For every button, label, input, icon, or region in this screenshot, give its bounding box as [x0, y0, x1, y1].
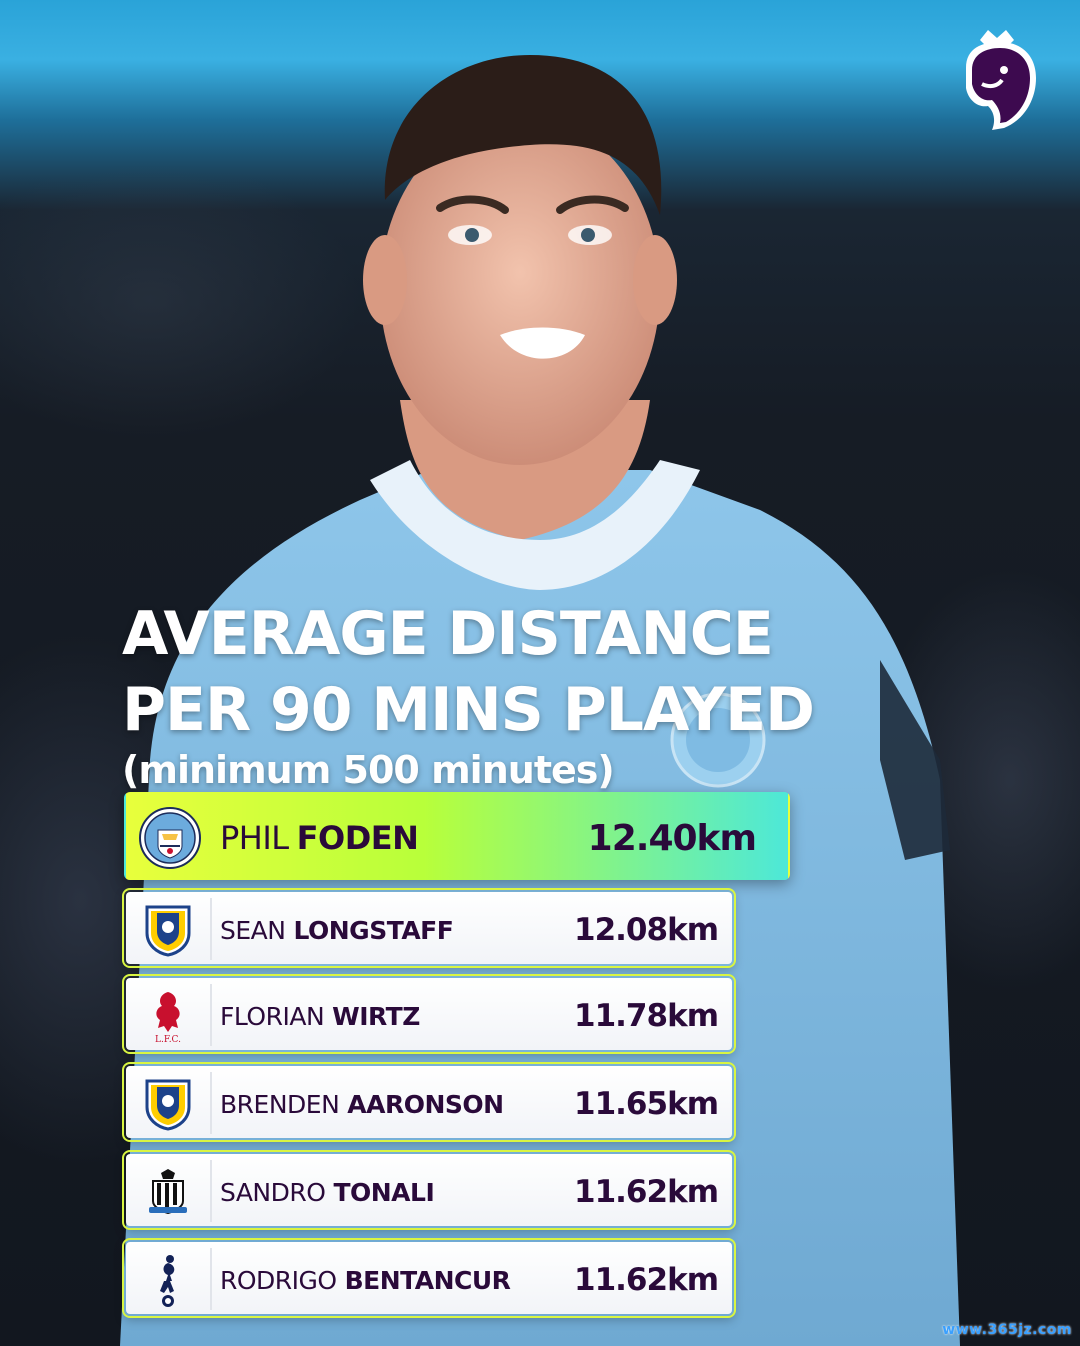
ranking-row: SANDRO TONALI 11.62km: [123, 1151, 735, 1229]
title-line-2: PER 90 MINS PLAYED: [122, 675, 815, 745]
row-divider: [210, 1248, 212, 1310]
chart-title: AVERAGE DISTANCE PER 90 MINS PLAYED (min…: [122, 596, 922, 794]
title-line-1: AVERAGE DISTANCE: [122, 599, 774, 669]
distance-value: 12.08km: [574, 912, 719, 948]
ranking-row: PHIL FODEN 12.40km: [124, 792, 790, 880]
ranking-row: L.F.C. FLORIAN WIRTZ 11.78km: [123, 975, 735, 1053]
premier-league-lion-icon: [966, 30, 1036, 130]
row-divider: [210, 984, 212, 1046]
ranking-row: RODRIGO BENTANCUR 11.62km: [123, 1239, 735, 1317]
player-name: PHIL FODEN: [220, 819, 419, 857]
player-name: RODRIGO BENTANCUR: [220, 1265, 511, 1295]
row-divider: [210, 1160, 212, 1222]
leeds-united-crest-icon: [138, 900, 198, 960]
distance-value: 11.62km: [574, 1262, 719, 1298]
player-name: SEAN LONGSTAFF: [220, 915, 454, 945]
player-name: FLORIAN WIRTZ: [220, 1001, 420, 1031]
newcastle-crest-icon: [138, 1162, 198, 1222]
player-name: BRENDEN AARONSON: [220, 1089, 504, 1119]
liverpool-crest-icon: L.F.C.: [138, 986, 198, 1046]
distance-value: 11.65km: [574, 1086, 719, 1122]
distance-value: 12.40km: [587, 817, 757, 859]
row-divider: [210, 898, 212, 960]
title-subtitle: (minimum 500 minutes): [122, 748, 615, 792]
manchester-city-crest-icon: [138, 806, 202, 870]
row-divider: [210, 1072, 212, 1134]
player-name: SANDRO TONALI: [220, 1177, 435, 1207]
ranking-row: SEAN LONGSTAFF 12.08km: [123, 889, 735, 967]
ranking-row: BRENDEN AARONSON 11.65km: [123, 1063, 735, 1141]
tottenham-crest-icon: [138, 1250, 198, 1310]
watermark: www.365jz.com: [942, 1322, 1072, 1338]
leeds-united-crest-icon: [138, 1074, 198, 1134]
distance-value: 11.62km: [574, 1174, 719, 1210]
svg-text:L.F.C.: L.F.C.: [155, 1035, 181, 1044]
distance-value: 11.78km: [574, 998, 719, 1034]
